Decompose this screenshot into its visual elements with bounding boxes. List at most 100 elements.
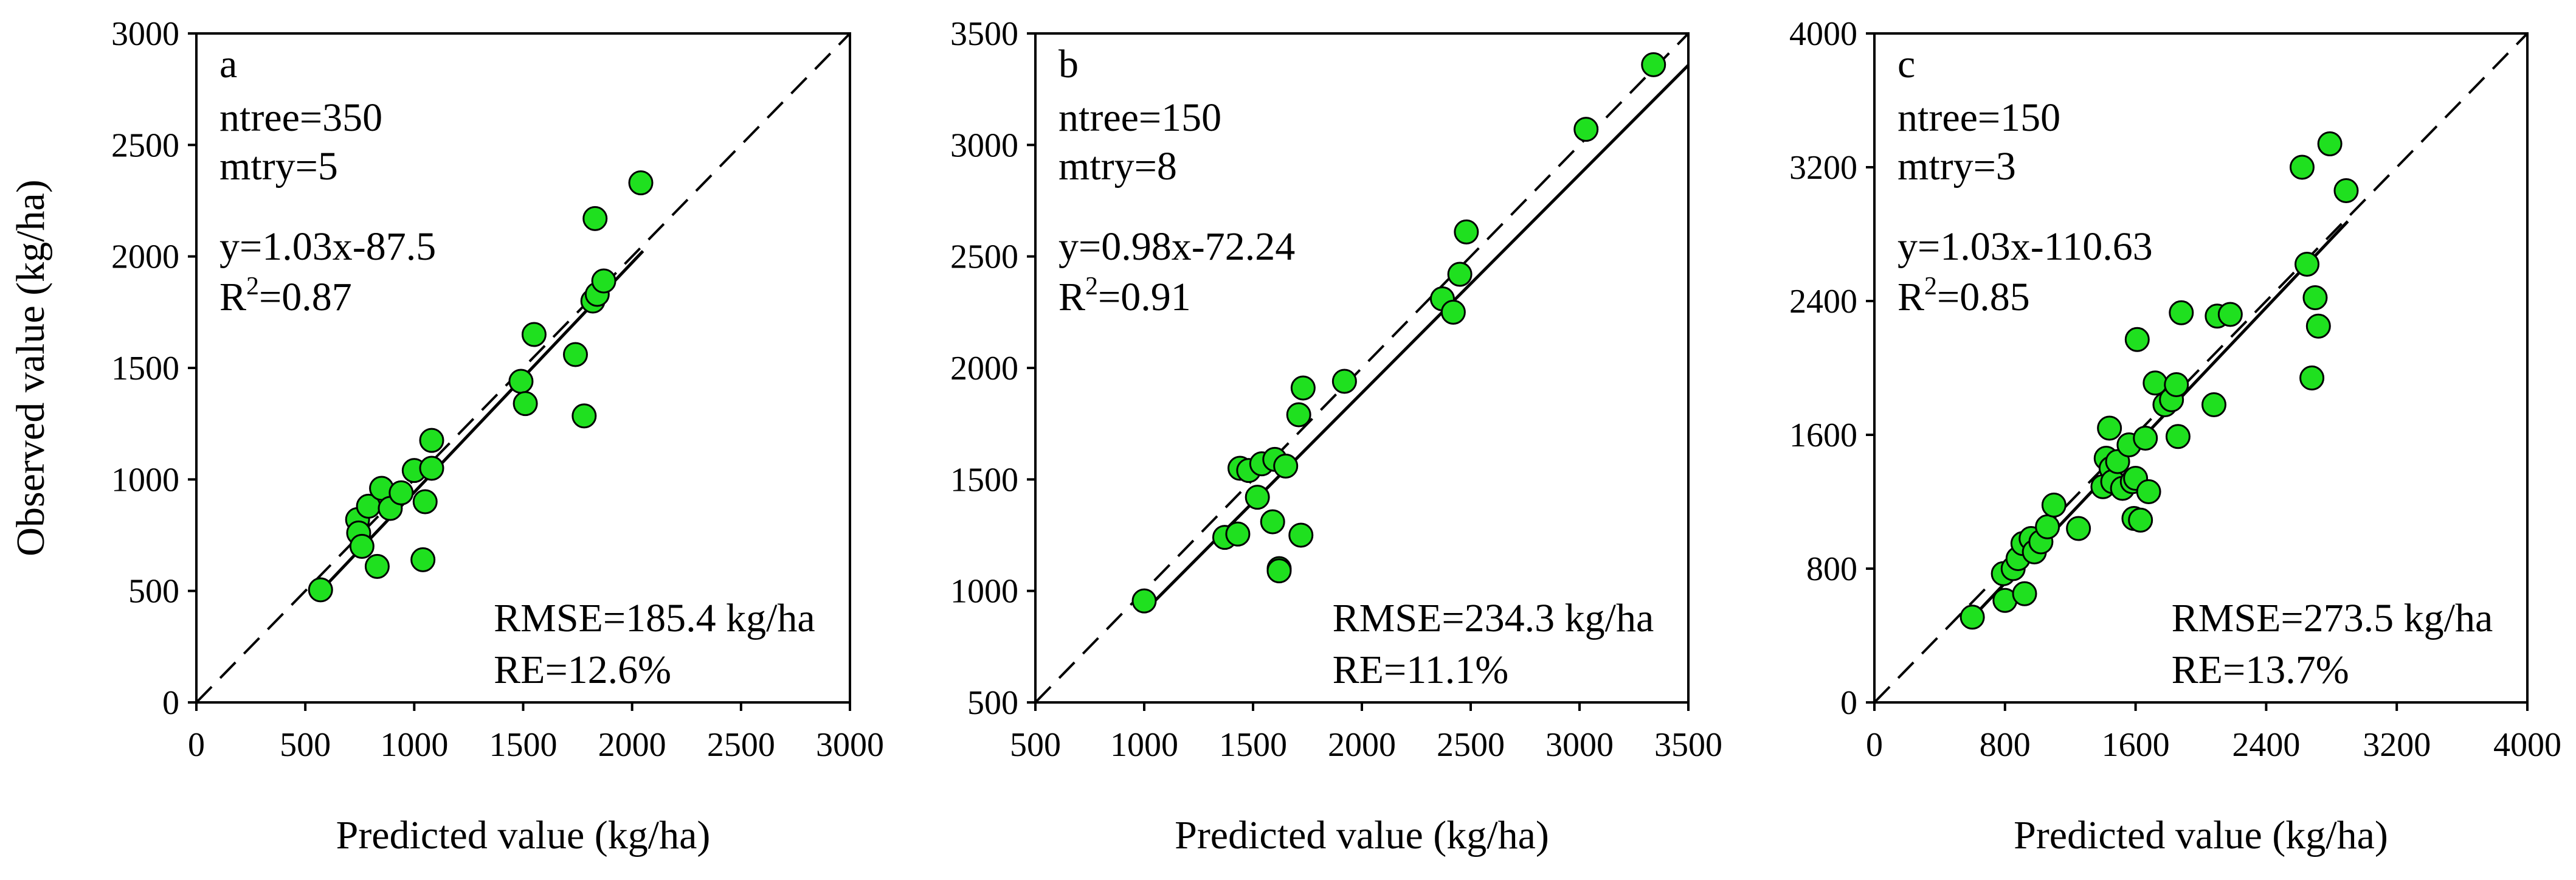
data-point [388,480,414,505]
x-tick-label: 2000 [1328,726,1396,764]
x-tick-label: 0 [188,726,205,764]
r-squared-value: =0.87 [259,275,352,319]
data-point [1245,485,1270,510]
data-point [513,391,538,417]
x-tick-label: 1500 [1219,726,1287,764]
data-point [2066,516,2091,541]
x-tick-label: 1000 [380,726,448,764]
panel-a: 0 500 1000 1500 2000 2500 3000 0 500 1000 1500 2000… [9,15,884,857]
data-point [2128,507,2153,533]
data-point [1454,219,1479,244]
data-point [508,369,534,394]
y-tick-label: 2000 [111,238,179,276]
data-point [2165,424,2191,449]
param-ntree: ntree=150 [1058,95,1221,140]
x-tick-label: 500 [280,726,331,764]
y-tick-label: 3200 [1789,149,1857,187]
data-point [1960,605,1985,630]
re-label: RE=12.6% [494,648,671,692]
y-tick-label: 3000 [950,126,1018,164]
data-point [308,577,333,603]
panel-c: 0 800 1600 2400 3200 4000 0 800 1600 2400 3200 4000… [1789,15,2561,857]
r-squared-sup: 2 [1924,272,1937,300]
data-point [2201,392,2226,417]
x-axis-title: Predicted value (kg/ha) [1175,813,1549,857]
data-point [521,322,547,347]
data-point [2164,372,2189,397]
data-point [1273,453,1299,479]
panel-b: 500 1000 1500 2000 2500 3000 3500 500 1000 1500 20… [950,15,1722,857]
scatter-points [1131,52,1666,614]
y-tick-label: 1600 [1789,417,1857,454]
panel-label: c [1897,42,1915,86]
axes-frame [1873,32,2529,704]
data-point [571,403,597,429]
y-tick-label: 2400 [1789,283,1857,320]
data-point [1286,402,1311,428]
r-squared-sup: 2 [246,272,259,300]
data-point [419,456,444,481]
r-squared-sup: 2 [1085,272,1098,300]
x-tick-label: 2500 [1437,726,1505,764]
data-point [2097,415,2122,441]
r-squared-prefix: R [1897,275,1924,319]
param-mtry: mtry=8 [1058,144,1177,189]
y-axis-title: Observed value (kg/ha) [9,179,53,556]
r-squared: R2=0.87 [219,272,352,319]
panel-label: b [1058,42,1079,86]
x-tick-label: 3500 [1654,726,1722,764]
data-point [2295,252,2320,277]
r-squared-value: =0.85 [1937,275,2030,319]
y-tick-label: 2000 [950,350,1018,387]
y-tick-label: 500 [128,573,179,611]
y-tick-label: 500 [967,684,1018,722]
tick-labels: 0 500 1000 1500 2000 2500 3000 0 500 1000 1500 2000… [111,15,884,764]
param-ntree: ntree=350 [219,95,382,140]
rmse-label: RMSE=185.4 kg/ha [494,596,815,640]
scatter-points [1960,131,2359,630]
y-tick-label: 1000 [950,573,1018,611]
tick-labels: 500 1000 1500 2000 2500 3000 3500 500 1000 1500 20… [950,15,1722,764]
x-tick-label: 500 [1010,726,1061,764]
r-squared-value: =0.91 [1098,275,1191,319]
x-axis-title: Predicted value (kg/ha) [336,813,711,857]
data-point [2136,479,2161,504]
data-point [1131,588,1157,614]
x-tick-label: 1600 [2102,726,2170,764]
data-point [582,206,608,231]
data-point [2041,493,2067,518]
y-tick-label: 1000 [111,461,179,499]
re-label: RE=11.1% [1333,648,1509,692]
rmse-label: RMSE=234.3 kg/ha [1333,596,1654,640]
one-to-one-line [1873,32,2529,704]
x-tick-label: 3000 [816,726,884,764]
y-tick-label: 0 [1840,684,1857,722]
regression-equation: y=1.03x-87.5 [219,224,436,269]
re-label: RE=13.7% [2172,648,2349,692]
x-tick-label: 800 [1980,726,2031,764]
data-point [1225,521,1251,547]
data-point [2289,154,2315,180]
data-point [563,342,588,367]
data-point [2169,300,2194,325]
data-point [2305,313,2331,339]
r-squared-prefix: R [1058,275,1085,319]
y-tick-label: 3500 [950,15,1018,53]
tick-labels: 0 800 1600 2400 3200 4000 0 800 1600 2400 3200 4000 [1789,15,2561,764]
data-point [2124,327,2150,352]
x-tick-label: 1000 [1110,726,1178,764]
x-axis-title: Predicted value (kg/ha) [2014,813,2388,857]
data-point [1447,262,1473,287]
y-tick-label: 3000 [111,15,179,53]
y-tick-label: 2500 [111,126,179,164]
data-point [1331,369,1357,394]
y-tick-label: 4000 [1789,15,1857,53]
param-ntree: ntree=150 [1897,95,2060,140]
plot-frame [1873,32,2529,704]
data-point [1573,117,1599,142]
data-point [349,533,375,559]
r-squared-prefix: R [219,275,246,319]
x-tick-label: 3000 [1545,726,1614,764]
y-tick-label: 800 [1806,550,1857,588]
